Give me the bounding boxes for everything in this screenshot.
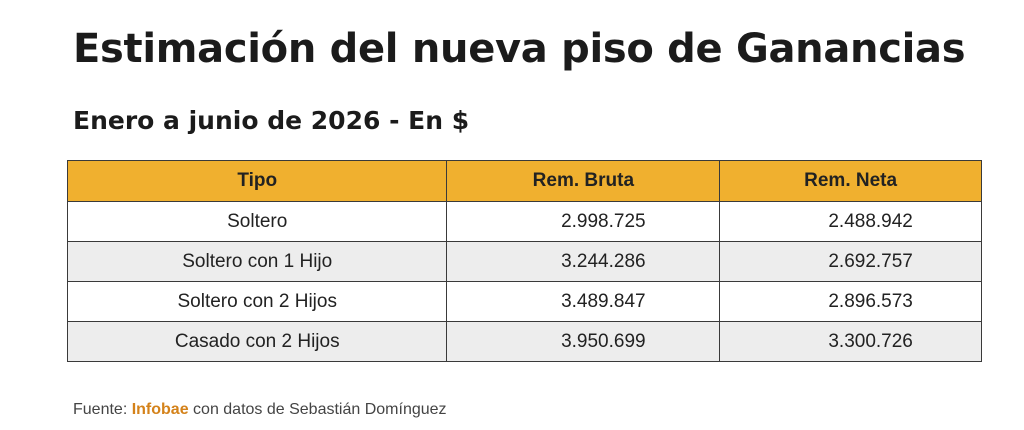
header-rem-bruta: Rem. Bruta: [446, 160, 721, 202]
source-suffix: con datos de Sebastián Domínguez: [188, 401, 447, 418]
cell-tipo: Soltero con 2 Hijos: [66, 281, 448, 322]
cell-rem-neta: 2.488.942: [719, 201, 982, 242]
cell-rem-bruta: 3.489.847: [446, 281, 721, 322]
ganancias-table: Tipo Rem. Bruta Rem. Neta Soltero 2.998.…: [66, 160, 982, 362]
source-note: Fuente: Infobae con datos de Sebastián D…: [73, 401, 447, 419]
table-row: Soltero con 1 Hijo 3.244.286 2.692.757: [66, 241, 982, 282]
header-tipo: Tipo: [66, 160, 448, 202]
cell-rem-bruta: 3.244.286: [446, 241, 721, 282]
cell-tipo: Soltero: [66, 201, 448, 242]
cell-rem-neta: 2.692.757: [719, 241, 982, 282]
cell-tipo: Casado con 2 Hijos: [66, 321, 448, 362]
page-title: Estimación del nueva piso de Ganancias: [73, 26, 966, 72]
table-row: Casado con 2 Hijos 3.950.699 3.300.726: [66, 321, 982, 362]
source-brand: Infobae: [131, 401, 189, 418]
table-row: Soltero con 2 Hijos 3.489.847 2.896.573: [66, 281, 982, 322]
cell-rem-neta: 2.896.573: [719, 281, 982, 322]
cell-rem-bruta: 2.998.725: [446, 201, 721, 242]
page-subtitle: Enero a junio de 2026 - En $: [73, 106, 470, 135]
table-header-row: Tipo Rem. Bruta Rem. Neta: [66, 160, 982, 202]
cell-tipo: Soltero con 1 Hijo: [66, 241, 448, 282]
source-prefix: Fuente:: [73, 401, 132, 418]
header-rem-neta: Rem. Neta: [719, 160, 982, 202]
cell-rem-neta: 3.300.726: [719, 321, 982, 362]
table-row: Soltero 2.998.725 2.488.942: [66, 201, 982, 242]
cell-rem-bruta: 3.950.699: [446, 321, 721, 362]
